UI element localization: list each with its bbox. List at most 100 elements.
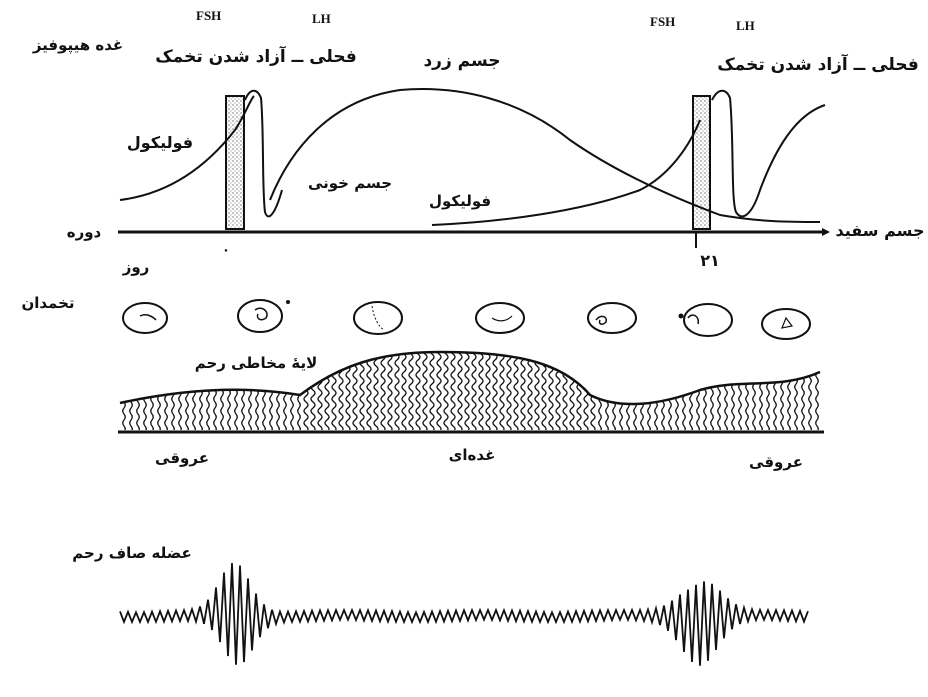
gland-squiggle: [766, 352, 770, 430]
gland-squiggle: [373, 352, 379, 430]
gland-squiggle: [317, 352, 323, 430]
gland-squiggle: [401, 352, 407, 430]
lh-spike-2: [711, 89, 826, 218]
gland-squiggle: [422, 352, 428, 430]
fsh-bar-2: [692, 95, 711, 230]
lh-label-1: LH: [312, 11, 331, 26]
gland-squiggle: [724, 352, 728, 430]
glandular-label: غده‌ای: [449, 446, 496, 464]
gland-squiggle: [787, 352, 791, 430]
gland-squiggle: [661, 352, 665, 430]
gland-squiggle: [640, 352, 644, 430]
gland-squiggle: [780, 352, 784, 430]
smooth-muscle-label: عضله صاف رحم: [72, 544, 191, 562]
gland-squiggle: [654, 352, 658, 430]
gland-squiggle: [598, 352, 602, 430]
gland-squiggle: [366, 352, 372, 430]
gland-squiggle: [408, 352, 414, 430]
gland-squiggle: [387, 352, 393, 430]
day-end: ۲۱: [700, 251, 720, 270]
vascular-label-1: عروقی: [155, 449, 209, 467]
gland-squiggle: [185, 352, 189, 430]
follicle-curve-1: [119, 95, 255, 201]
corpus-albicans-label: جسم سفید: [836, 221, 925, 240]
gland-squiggle: [794, 352, 798, 430]
fsh-label-2: FSH: [650, 14, 675, 29]
day-label: روز: [122, 258, 150, 276]
gland-squiggle: [534, 352, 540, 430]
gland-squiggle: [745, 352, 749, 430]
gland-squiggle: [815, 352, 819, 430]
gland-squiggle: [485, 352, 491, 430]
gland-squiggle: [801, 352, 805, 430]
gland-squiggle: [619, 352, 623, 430]
gland-squiggle: [738, 352, 742, 430]
gland-squiggle: [443, 352, 449, 430]
lh-spike-1: [244, 89, 283, 218]
gland-squiggle: [731, 352, 735, 430]
gland-squiggle: [471, 352, 477, 430]
gland-squiggle: [150, 352, 154, 430]
gland-squiggle: [380, 352, 386, 430]
gland-squiggle: [136, 352, 140, 430]
corpus-hemorrhagicum-label: جسم خونی: [308, 174, 392, 192]
lh-label-2: LH: [736, 18, 755, 33]
fsh-label-1: FSH: [196, 8, 221, 23]
gland-squiggle: [576, 352, 582, 430]
ovulation-phase-label-2: فحلی ــ آزاد شدن تخمک: [717, 53, 918, 75]
gland-squiggle: [122, 352, 126, 430]
ovary-stage-7: [761, 308, 811, 340]
gland-squiggle: [717, 352, 721, 430]
ovary-stage-2: [237, 299, 290, 333]
gland-squiggle: [415, 352, 421, 430]
gland-squiggle: [450, 352, 456, 430]
gland-squiggle: [178, 352, 182, 430]
gland-squiggle: [129, 352, 133, 430]
gland-squiggle: [808, 352, 812, 430]
ovary-stage-6: [678, 303, 733, 337]
gland-squiggle: [752, 352, 756, 430]
gland-squiggle: [541, 352, 547, 430]
gland-squiggle: [520, 352, 526, 430]
gland-squiggle: [164, 352, 168, 430]
gland-squiggle: [394, 352, 400, 430]
corpus-luteum-label: جسم زرد: [423, 51, 500, 71]
gland-squiggle: [626, 352, 630, 430]
corpus-luteum-curve: [269, 88, 821, 223]
follicle-label-1: فولیکول: [127, 133, 193, 152]
gland-squiggle: [506, 352, 512, 430]
gland-squiggle: [668, 352, 672, 430]
gland-squiggle: [492, 352, 498, 430]
gland-squiggle: [710, 352, 714, 430]
gland-squiggle: [359, 352, 365, 430]
gland-squiggle: [331, 352, 337, 430]
gland-squiggle: [171, 352, 175, 430]
gland-squiggle: [499, 352, 505, 430]
gland-squiggle: [157, 352, 161, 430]
gland-squiggle: [682, 352, 686, 430]
gland-squiggle: [555, 352, 561, 430]
endometrium-label: لایهٔ مخاطی رحم: [195, 354, 318, 372]
pituitary-label: غده هیپوفیز: [32, 36, 123, 55]
gland-squiggle: [759, 352, 763, 430]
gland-squiggle: [338, 352, 344, 430]
gland-squiggle: [143, 352, 147, 430]
gland-squiggle: [429, 352, 435, 430]
gland-squiggle: [464, 352, 470, 430]
gland-squiggle: [345, 352, 351, 430]
gland-squiggle: [324, 352, 330, 430]
ovary-stage-5: [587, 302, 637, 334]
gland-squiggle: [513, 352, 519, 430]
day-start: ۰: [222, 243, 230, 258]
gland-squiggle: [675, 352, 679, 430]
gland-squiggle: [612, 352, 616, 430]
gland-squiggle: [352, 352, 358, 430]
gland-squiggle: [562, 352, 568, 430]
follicle-label-2: فولیکول: [429, 192, 491, 210]
ovulation-phase-label-1: فحلی ــ آزاد شدن تخمک: [155, 45, 356, 67]
axis-arrow: [822, 228, 830, 236]
gland-squiggle: [590, 352, 596, 430]
gland-squiggle: [436, 352, 442, 430]
smooth-muscle-activity-trace: [119, 563, 809, 666]
